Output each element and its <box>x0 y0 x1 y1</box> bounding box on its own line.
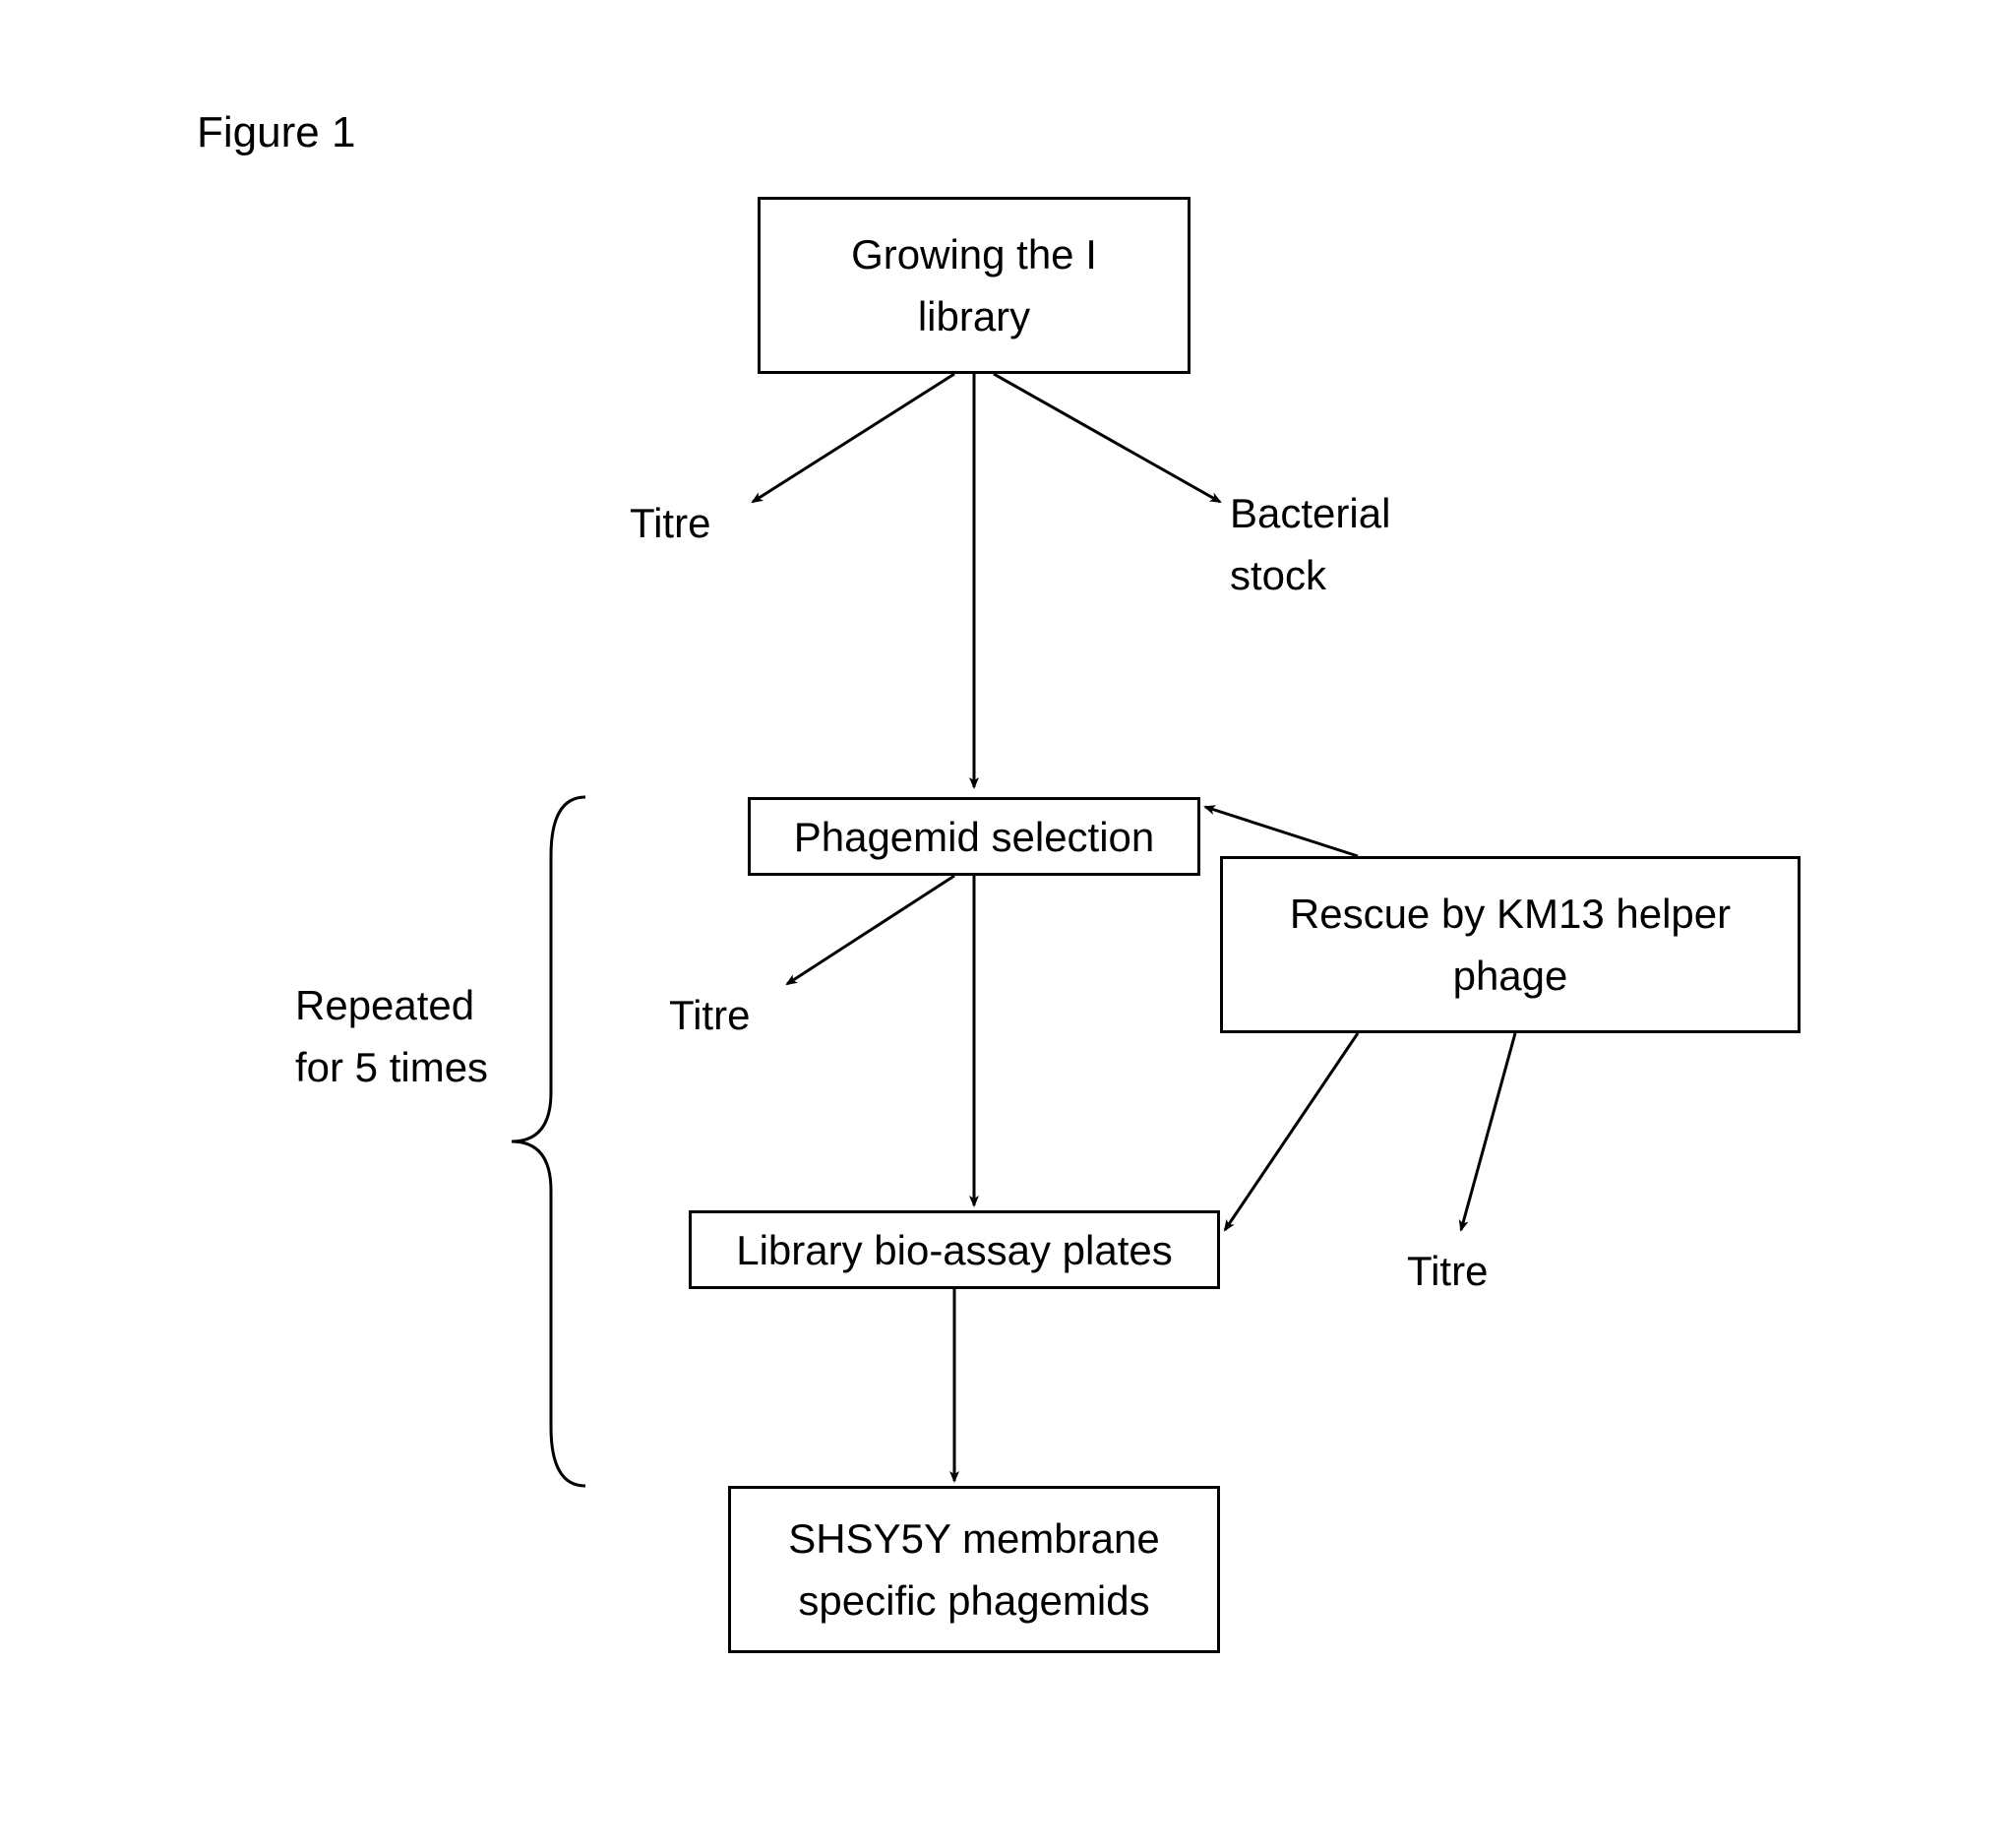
label-titre-3: Titre <box>1407 1240 1488 1302</box>
node-growing-library: Growing the I library <box>758 197 1191 374</box>
node-rescue-km13: Rescue by KM13 helper phage <box>1220 856 1801 1033</box>
edge <box>1205 807 1358 856</box>
label-line: for 5 times <box>295 1044 488 1090</box>
edge <box>994 374 1220 502</box>
brace <box>512 797 585 1486</box>
label-repeated: Repeated for 5 times <box>295 974 488 1098</box>
node-line: library <box>918 285 1030 347</box>
node-line: Rescue by KM13 helper <box>1290 883 1731 945</box>
node-line: SHSY5Y membrane <box>788 1508 1159 1570</box>
node-library-bioassay: Library bio-assay plates <box>689 1210 1220 1289</box>
node-line: Phagemid selection <box>794 806 1155 868</box>
node-shsy5y: SHSY5Y membrane specific phagemids <box>728 1486 1220 1653</box>
label-line: stock <box>1230 552 1326 598</box>
node-line: phage <box>1453 945 1568 1007</box>
edge <box>753 374 954 502</box>
figure-label: Figure 1 <box>197 108 355 157</box>
edge <box>787 876 954 984</box>
node-line: specific phagemids <box>798 1570 1149 1632</box>
node-line: Library bio-assay plates <box>736 1219 1173 1281</box>
node-phagemid-selection: Phagemid selection <box>748 797 1200 876</box>
edge <box>1461 1033 1515 1230</box>
label-bacterial-stock: Bacterial stock <box>1230 482 1390 606</box>
label-line: Repeated <box>295 982 474 1028</box>
label-titre-2: Titre <box>669 984 750 1046</box>
edge <box>1225 1033 1358 1230</box>
label-line: Bacterial <box>1230 490 1390 536</box>
label-titre-1: Titre <box>630 492 710 554</box>
node-line: Growing the I <box>851 223 1097 285</box>
